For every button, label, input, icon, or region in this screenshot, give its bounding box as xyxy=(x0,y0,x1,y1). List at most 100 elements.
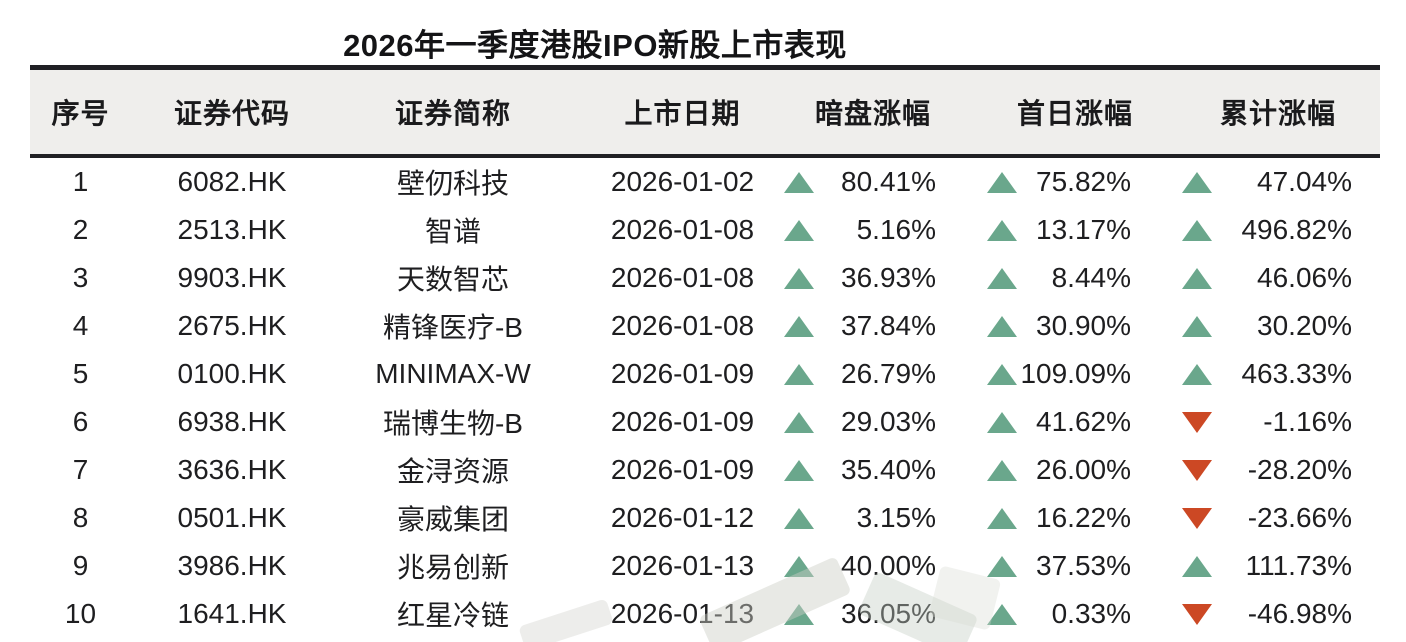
pct-value: 47.04% xyxy=(1257,166,1352,197)
column-header-code: 证券代码 xyxy=(173,98,290,129)
up-triangle-icon xyxy=(784,507,814,529)
dark-gain-cell: 35.40% xyxy=(772,454,974,486)
serial-cell: 6 xyxy=(72,406,89,437)
table-row: 7 3636.HK 金浔资源 2026-01-09 35.40% 26.00% -28.20… xyxy=(30,446,1380,494)
date-cell: 2026-01-13 xyxy=(610,598,755,629)
table-row: 8 0501.HK 豪威集团 2026-01-12 3.15% 16.22% -23.66% xyxy=(30,494,1380,542)
dark-gain-cell: 40.00% xyxy=(772,550,974,582)
up-triangle-icon xyxy=(784,363,814,385)
name-cell: 精锋医疗-B xyxy=(382,312,523,343)
up-triangle-icon xyxy=(784,267,814,289)
pct-value: 26.79% xyxy=(841,358,936,389)
up-triangle-icon xyxy=(987,171,1017,193)
up-triangle-icon xyxy=(1182,267,1212,289)
code-cell: 2513.HK xyxy=(177,214,287,245)
cumulative-gain-cell: 30.20% xyxy=(1176,310,1380,342)
first-day-gain-cell: 109.09% xyxy=(974,358,1176,390)
down-triangle-icon xyxy=(1182,507,1212,529)
up-triangle-icon xyxy=(784,171,814,193)
up-triangle-icon xyxy=(987,315,1017,337)
name-cell: 兆易创新 xyxy=(396,552,509,583)
cumulative-gain-cell: 496.82% xyxy=(1176,214,1380,246)
up-triangle-icon xyxy=(784,315,814,337)
dark-gain-cell: 29.03% xyxy=(772,406,974,438)
pct-value: 111.73% xyxy=(1245,550,1352,581)
pct-value: -28.20% xyxy=(1247,454,1352,485)
pct-value: 109.09% xyxy=(1020,358,1131,389)
first-day-gain-cell: 16.22% xyxy=(974,502,1176,534)
serial-cell: 5 xyxy=(72,358,89,389)
code-cell: 3986.HK xyxy=(177,550,287,581)
pct-value: 496.82% xyxy=(1241,214,1352,245)
name-cell: 豪威集团 xyxy=(396,504,509,535)
serial-cell: 8 xyxy=(72,502,89,533)
date-cell: 2026-01-02 xyxy=(610,166,755,197)
pct-value: 37.84% xyxy=(841,310,936,341)
cumulative-gain-cell: 463.33% xyxy=(1176,358,1380,390)
serial-cell: 9 xyxy=(72,550,89,581)
pct-value: 75.82% xyxy=(1036,166,1131,197)
pct-value: -46.98% xyxy=(1247,598,1352,629)
code-cell: 0501.HK xyxy=(177,502,287,533)
cumulative-gain-cell: 111.73% xyxy=(1176,550,1380,582)
code-cell: 1641.HK xyxy=(177,598,287,629)
cumulative-gain-cell: 47.04% xyxy=(1176,166,1380,198)
pct-value: 46.06% xyxy=(1257,262,1352,293)
dark-gain-cell: 37.84% xyxy=(772,310,974,342)
table-row: 3 9903.HK 天数智芯 2026-01-08 36.93% 8.44% 46.06% xyxy=(30,254,1380,302)
code-cell: 9903.HK xyxy=(177,262,287,293)
cumulative-gain-cell: -1.16% xyxy=(1176,406,1380,438)
serial-cell: 1 xyxy=(72,166,89,197)
code-cell: 3636.HK xyxy=(177,454,287,485)
table-row: 2 2513.HK 智谱 2026-01-08 5.16% 13.17% 496.82% xyxy=(30,206,1380,254)
name-cell: 红星冷链 xyxy=(396,600,509,631)
serial-cell: 10 xyxy=(64,598,97,629)
pct-value: -23.66% xyxy=(1247,502,1352,533)
serial-cell: 7 xyxy=(72,454,89,485)
pct-value: 13.17% xyxy=(1036,214,1131,245)
ipo-table: 序号 证券代码 证券简称 上市日期 暗盘涨幅 首日涨幅 累计涨幅 1 6082.H… xyxy=(30,65,1380,638)
up-triangle-icon xyxy=(1182,219,1212,241)
pct-value: 80.41% xyxy=(841,166,936,197)
dark-gain-cell: 3.15% xyxy=(772,502,974,534)
pct-value: 463.33% xyxy=(1241,358,1352,389)
up-triangle-icon xyxy=(987,555,1017,577)
up-triangle-icon xyxy=(784,555,814,577)
pct-value: 36.93% xyxy=(841,262,936,293)
first-day-gain-cell: 75.82% xyxy=(974,166,1176,198)
down-triangle-icon xyxy=(1182,411,1212,433)
dark-gain-cell: 36.93% xyxy=(772,262,974,294)
name-cell: MINIMAX-W xyxy=(375,358,531,389)
pct-value: 36.05% xyxy=(841,598,936,629)
first-day-gain-cell: 41.62% xyxy=(974,406,1176,438)
up-triangle-icon xyxy=(987,459,1017,481)
up-triangle-icon xyxy=(1182,363,1212,385)
pct-value: 5.16% xyxy=(856,214,936,245)
table-body: 1 6082.HK 壁仞科技 2026-01-02 80.41% 75.82% 47.04%… xyxy=(30,158,1380,638)
name-cell: 天数智芯 xyxy=(396,264,509,295)
up-triangle-icon xyxy=(987,411,1017,433)
table-row: 6 6938.HK 瑞博生物-B 2026-01-09 29.03% 41.62% -1.1… xyxy=(30,398,1380,446)
column-header-dark-gain: 暗盘涨幅 xyxy=(814,98,931,129)
down-triangle-icon xyxy=(1182,459,1212,481)
table-row: 4 2675.HK 精锋医疗-B 2026-01-08 37.84% 30.90% 30.2… xyxy=(30,302,1380,350)
pct-value: 0.33% xyxy=(1051,598,1131,629)
table-row: 9 3986.HK 兆易创新 2026-01-13 40.00% 37.53% 111.73… xyxy=(30,542,1380,590)
pct-value: 16.22% xyxy=(1036,502,1131,533)
up-triangle-icon xyxy=(987,507,1017,529)
serial-cell: 2 xyxy=(72,214,89,245)
column-header-serial: 序号 xyxy=(51,98,110,129)
pct-value: 26.00% xyxy=(1036,454,1131,485)
name-cell: 瑞博生物-B xyxy=(382,408,523,439)
code-cell: 6082.HK xyxy=(177,166,287,197)
cumulative-gain-cell: 46.06% xyxy=(1176,262,1380,294)
dark-gain-cell: 36.05% xyxy=(772,598,974,630)
date-cell: 2026-01-09 xyxy=(610,358,755,389)
date-cell: 2026-01-09 xyxy=(610,454,755,485)
pct-value: 3.15% xyxy=(856,502,936,533)
up-triangle-icon xyxy=(987,603,1017,625)
up-triangle-icon xyxy=(784,411,814,433)
table-row: 5 0100.HK MINIMAX-W 2026-01-09 26.79% 109.09%… xyxy=(30,350,1380,398)
page-title: 2026年一季度港股IPO新股上市表现 xyxy=(343,28,847,63)
first-day-gain-cell: 13.17% xyxy=(974,214,1176,246)
